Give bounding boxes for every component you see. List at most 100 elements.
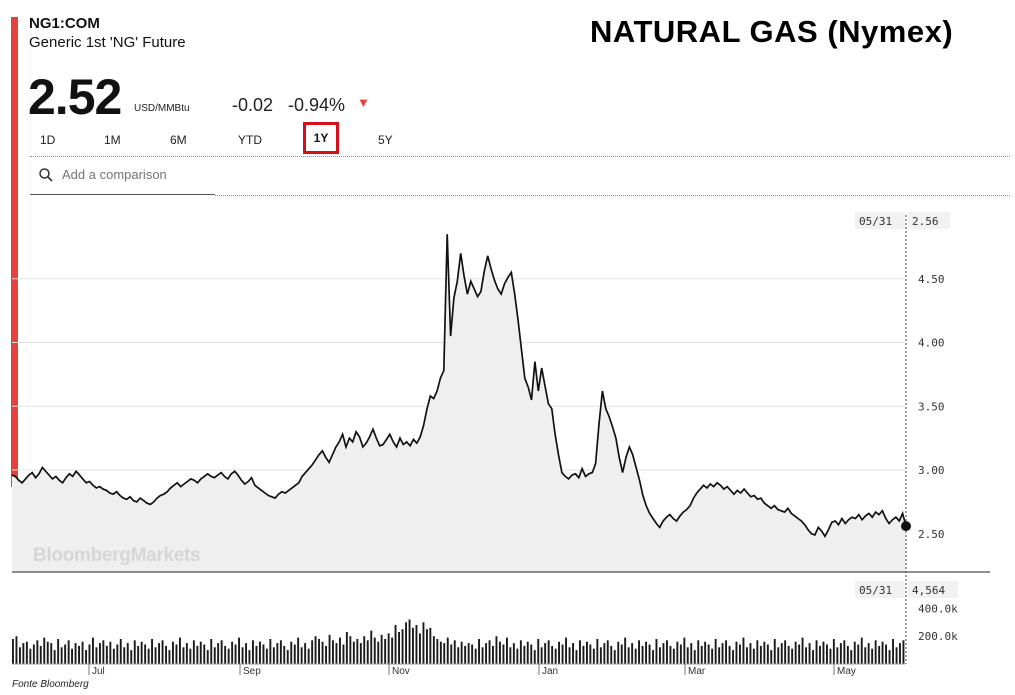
volume-bar [64,644,67,664]
search-icon[interactable] [38,167,54,183]
volume-bar [666,640,668,664]
cursor-date-price: 05/31 [859,215,892,228]
volume-bar [839,643,842,664]
volume-bar [398,632,400,664]
volume-bar [290,641,293,664]
volume-bar [43,637,46,664]
tab-5y[interactable]: 5Y [378,133,393,147]
volume-bar [829,648,832,664]
volume-bar [185,643,188,664]
volume-bar [679,644,682,664]
volume-bar [57,639,60,664]
tabs-divider [30,156,1010,157]
tab-1d[interactable]: 1D [40,133,56,147]
volume-bar [683,637,686,664]
volume-bar [457,647,460,664]
volume-bar [502,644,505,664]
volume-bar [432,636,435,664]
volume-bar [686,647,689,664]
volume-bar [857,644,860,664]
volume-bar [739,644,741,664]
volume-bar [711,648,714,664]
volume-bar [165,645,167,664]
volume-bar [123,647,126,664]
volume-bar [561,644,564,664]
volume-bars [12,619,905,664]
accent-bar [11,17,18,487]
volume-bar [380,634,383,664]
volume-bar [32,644,35,664]
volume-tick-label: 200.0k [918,630,958,643]
volume-bar [85,650,87,664]
volume-bar [436,639,439,664]
price-area [12,234,906,572]
search-divider [215,195,1010,196]
volume-bar [676,641,679,664]
volume-bar [881,641,884,664]
tab-1m[interactable]: 1M [104,133,121,147]
volume-bar [359,643,362,664]
volume-bar [530,644,533,664]
comparison-search-input[interactable] [62,167,212,182]
tab-ytd[interactable]: YTD [238,133,262,147]
price-change-percent: -0.94% [288,95,346,115]
volume-bar [238,637,240,664]
cursor-value-price: 2.56 [912,215,939,228]
volume-bar [812,650,814,664]
volume-bar [864,647,867,664]
volume-bar [766,644,769,664]
volume-bar [60,647,63,664]
volume-bar [558,641,560,664]
volume-bar [742,637,745,664]
volume-bar [189,648,192,664]
volume-bar [19,647,21,664]
volume-bar [662,643,665,664]
volume-bar [885,644,887,664]
volume-bar [808,643,811,664]
volume-bar [394,625,397,664]
volume-bar [592,648,595,664]
volume-bar [878,645,881,664]
volume-bar [509,647,512,664]
volume-bar [874,640,877,664]
volume-bar [516,648,519,664]
volume-bar [488,640,491,664]
volume-bar [109,641,112,664]
volume-bar [429,627,432,664]
volume-bar [603,643,606,664]
price-tick-label: 4.00 [918,337,945,350]
volume-bar [492,645,494,664]
price-line [11,234,907,538]
volume-bar [220,640,223,664]
volume-bar [259,641,261,664]
volume-bar [203,644,206,664]
volume-bar [88,644,91,664]
volume-bar [512,643,515,664]
volume-bar [245,643,247,664]
volume-bar [763,641,766,664]
volume-bar [422,622,425,664]
volume-bar [210,639,213,664]
tab-1y[interactable]: 1Y [303,122,339,154]
tab-6m[interactable]: 6M [170,133,187,147]
volume-bar [272,647,275,664]
volume-bar [826,644,828,664]
volume-bar [506,637,508,664]
volume-bar [297,637,300,664]
x-tick-label: Jul [92,666,105,677]
x-tick-label: May [837,666,856,677]
volume-bar [721,643,724,664]
volume-bar [791,648,794,664]
price-tick-label: 2.50 [918,528,945,541]
volume-bar [213,647,216,664]
volume-bar [144,644,147,664]
volume-bar [478,639,480,664]
volume-bar [387,633,390,664]
volume-bar [140,641,143,664]
volume-bar [401,629,404,664]
volume-bar [798,644,801,664]
volume-bar [265,648,268,664]
volume-bar [659,647,661,664]
volume-bar [784,640,787,664]
